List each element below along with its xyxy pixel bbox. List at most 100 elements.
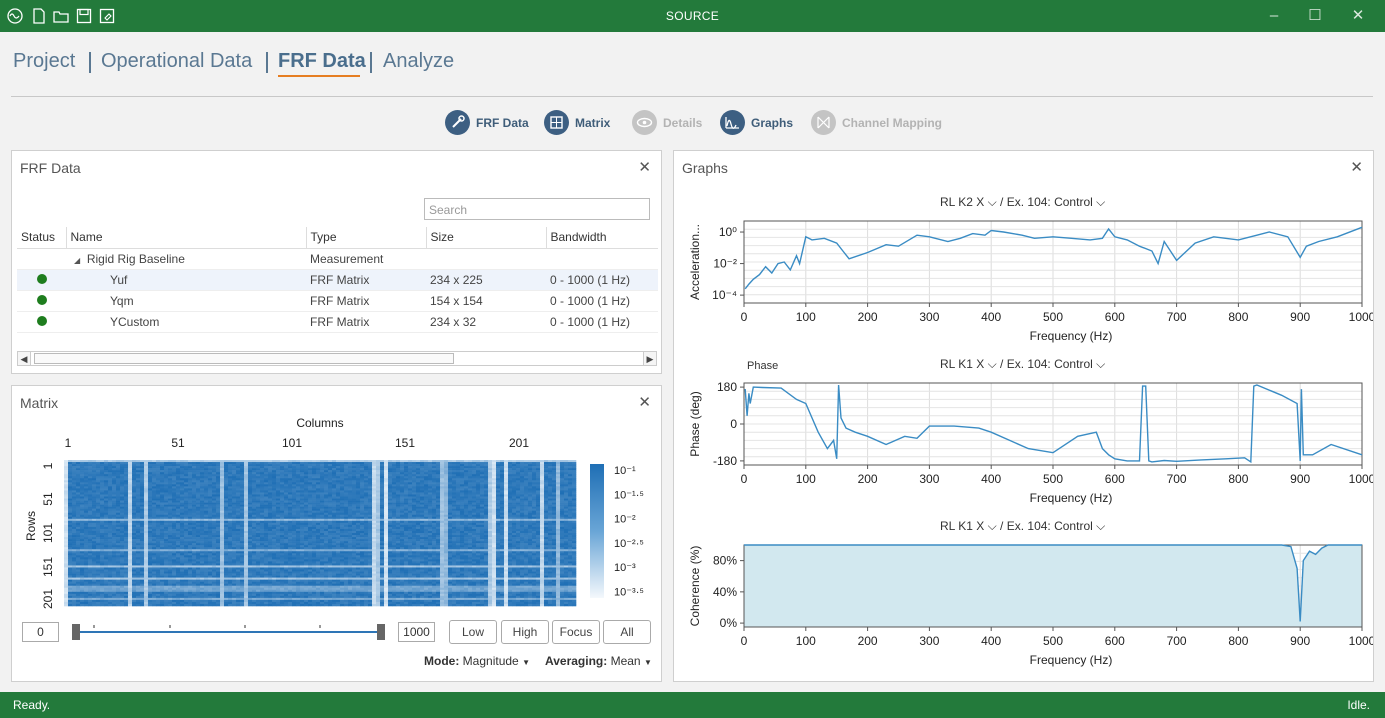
x-axis-label: Frequency (Hz) <box>1030 491 1113 505</box>
graph3-channel-dropdown[interactable]: RL K1 X <box>940 519 985 533</box>
x-tick-label: 600 <box>1105 472 1125 486</box>
chevron-down-icon: ⌵ <box>1096 195 1106 209</box>
status-bar: Ready. Idle. <box>0 692 1385 718</box>
save-as-icon[interactable] <box>98 7 116 25</box>
column-header-status[interactable]: Status <box>17 227 67 249</box>
x-tick-label: 900 <box>1290 634 1310 648</box>
row-size: 234 x 32 <box>426 311 546 333</box>
table-row[interactable]: Yuf FRF Matrix 234 x 225 0 - 1000 (1 Hz) <box>17 269 658 291</box>
column-header-type[interactable]: Type <box>306 227 427 249</box>
chevron-down-icon: ⌵ <box>1096 357 1106 371</box>
graph2-excitation-dropdown[interactable]: Ex. 104: Control <box>1006 357 1093 371</box>
y-axis-label: Acceleration... <box>688 224 702 300</box>
tab-frf-data[interactable]: FRF Data <box>278 50 366 72</box>
title-bar: SOURCE – ☐ ✕ <box>0 0 1385 32</box>
x-tick-label: 0 <box>741 634 748 648</box>
tab-analyze[interactable]: Analyze <box>383 50 455 72</box>
close-icon[interactable]: ✕ <box>638 159 651 176</box>
graph2-selector[interactable]: RL K1 X ⌵ / Ex. 104: Control ⌵ <box>940 357 1105 372</box>
column-header-size[interactable]: Size <box>426 227 547 249</box>
column-header-name[interactable]: Name <box>66 227 307 249</box>
frf-table: Status Name Type Size Bandwidth ◢ Rigid … <box>17 227 658 333</box>
averaging-dropdown[interactable]: Averaging: Mean ▼ <box>545 654 652 668</box>
status-right: Idle. <box>1347 698 1370 712</box>
row-size: 154 x 154 <box>426 290 546 312</box>
column-tick-label: 101 <box>282 436 302 450</box>
row-name: Yuf <box>66 269 306 291</box>
row-bandwidth: 0 - 1000 (1 Hz) <box>546 269 658 291</box>
low-button[interactable]: Low <box>449 620 497 644</box>
maximize-icon[interactable]: ☐ <box>1308 7 1322 24</box>
all-button[interactable]: All <box>603 620 651 644</box>
frequency-range-slider[interactable] <box>70 620 390 644</box>
graph1-channel-dropdown[interactable]: RL K2 X <box>940 195 985 209</box>
coherence-chart[interactable]: 0 100 200 300 400 500 600 700 800 900 1000 80% 40% 0%… <box>674 535 1373 675</box>
x-tick-label: 500 <box>1043 634 1063 648</box>
phase-chart[interactable]: 0 100 200 300 400 500 600 700 800 900 1000 180 0 -180… <box>674 373 1373 513</box>
table-row[interactable]: YCustom FRF Matrix 234 x 32 0 - 1000 (1 … <box>17 311 658 333</box>
chevron-down-icon: ⌵ <box>987 357 997 371</box>
new-file-icon[interactable] <box>30 7 48 25</box>
tab-operational-data[interactable]: Operational Data <box>101 50 253 72</box>
x-tick-label: 200 <box>858 310 878 324</box>
series-line <box>744 384 1363 464</box>
magnitude-chart[interactable]: 0 100 200 300 400 500 600 700 800 900 1000 10⁰ 10⁻² 1… <box>674 211 1373 351</box>
column-header-bandwidth[interactable]: Bandwidth <box>546 227 658 249</box>
group-row[interactable]: ◢ Rigid Rig Baseline Measurement <box>17 248 658 270</box>
collapse-triangle-icon[interactable]: ◢ <box>74 255 81 265</box>
graph1-separator: / <box>1000 195 1004 209</box>
row-tick-label: 151 <box>41 557 55 577</box>
x-tick-label: 100 <box>796 310 816 324</box>
scroll-thumb[interactable] <box>34 353 454 364</box>
scroll-left-icon[interactable]: ◀ <box>17 351 31 366</box>
close-icon[interactable]: ✕ <box>1350 159 1363 176</box>
slider-low-handle[interactable] <box>72 624 80 640</box>
status-ok-icon <box>37 294 47 305</box>
horizontal-scrollbar[interactable]: ◀ ▶ <box>17 351 657 366</box>
y-tick-label: 40% <box>713 585 737 599</box>
y-axis-label: Coherence (%) <box>688 546 702 627</box>
range-max-input[interactable]: 1000 <box>398 622 435 642</box>
search-input[interactable]: Search <box>424 198 650 220</box>
x-tick-label: 500 <box>1043 310 1063 324</box>
high-button[interactable]: High <box>501 620 549 644</box>
range-min-input[interactable]: 0 <box>22 622 59 642</box>
header-divider <box>11 96 1373 97</box>
slider-high-handle[interactable] <box>377 624 385 640</box>
close-icon[interactable]: ✕ <box>638 394 651 411</box>
colorbar-tick-label: 10⁻³·⁵ <box>614 587 644 599</box>
x-tick-label: 800 <box>1228 472 1248 486</box>
graph3-excitation-dropdown[interactable]: Ex. 104: Control <box>1006 519 1093 533</box>
save-icon[interactable] <box>75 7 93 25</box>
mode-dropdown[interactable]: Mode: Magnitude ▼ <box>424 654 530 668</box>
focus-button[interactable]: Focus <box>552 620 600 644</box>
group-name: Rigid Rig Baseline <box>86 251 185 266</box>
y-tick-label: 10⁻² <box>713 257 737 271</box>
frf-panel-title: FRF Data <box>20 160 81 176</box>
x-tick-label: 300 <box>919 310 939 324</box>
close-window-icon[interactable]: ✕ <box>1351 7 1365 24</box>
open-folder-icon[interactable] <box>52 7 70 25</box>
graph-icon <box>725 117 739 129</box>
graph2-channel-dropdown[interactable]: RL K1 X <box>940 357 985 371</box>
colorbar-tick-label: 10⁻¹·⁵ <box>614 489 644 501</box>
graph1-selector[interactable]: RL K2 X ⌵ / Ex. 104: Control ⌵ <box>940 195 1105 210</box>
app-title: SOURCE <box>665 9 720 23</box>
tab-project[interactable]: Project <box>13 50 76 72</box>
row-type: FRF Matrix <box>306 311 426 333</box>
minimize-icon[interactable]: – <box>1269 7 1279 24</box>
graphs-button-label: Graphs <box>751 116 794 130</box>
x-tick-label: 200 <box>858 634 878 648</box>
matrix-button-label: Matrix <box>575 116 611 130</box>
graph1-excitation-dropdown[interactable]: Ex. 104: Control <box>1006 195 1093 209</box>
table-row[interactable]: Yqm FRF Matrix 154 x 154 0 - 1000 (1 Hz) <box>17 290 658 312</box>
row-bandwidth: 0 - 1000 (1 Hz) <box>546 290 658 312</box>
colorbar <box>590 464 604 598</box>
graph3-selector[interactable]: RL K1 X ⌵ / Ex. 104: Control ⌵ <box>940 519 1105 534</box>
app-logo-icon[interactable] <box>6 7 24 25</box>
scroll-right-icon[interactable]: ▶ <box>643 351 657 366</box>
chevron-down-icon: ⌵ <box>987 519 997 533</box>
columns-axis-label: Columns <box>296 416 343 430</box>
x-tick-label: 900 <box>1290 472 1310 486</box>
